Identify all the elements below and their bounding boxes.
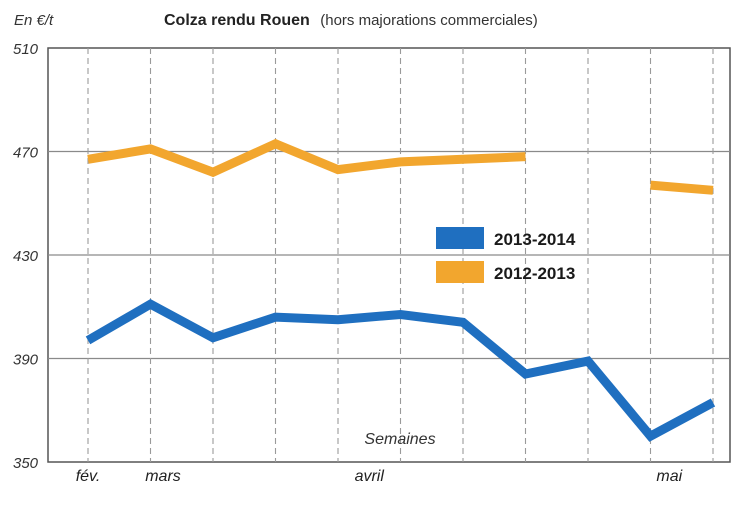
x-month-label: mars — [145, 468, 181, 485]
x-month-label: avril — [355, 468, 385, 485]
y-tick-label: 390 — [13, 352, 39, 369]
series-lines — [85, 138, 716, 442]
x-month-labels: fév. mars avril mai — [76, 468, 683, 485]
series-line-2013-2014 — [85, 299, 716, 442]
legend-label: 2013-2014 — [494, 230, 576, 249]
series-line-2012-2013 — [87, 138, 526, 178]
y-tick-label: 470 — [13, 145, 39, 162]
y-axis-label: En €/t — [14, 12, 54, 29]
x-axis-label: Semaines — [364, 431, 435, 448]
x-month-label: mai — [656, 468, 682, 485]
y-tick-label: 430 — [13, 248, 39, 265]
series-line-2012-2013 — [650, 180, 714, 195]
x-month-label: fév. — [76, 468, 101, 485]
legend-swatch — [436, 261, 484, 283]
legend: 2013-2014 2012-2013 — [436, 227, 576, 283]
y-tick-label: 510 — [13, 41, 39, 58]
chart-subtitle: (hors majorations commerciales) — [320, 12, 538, 29]
legend-label: 2012-2013 — [494, 264, 575, 283]
chart-title-main: Colza rendu Rouen — [164, 12, 310, 29]
y-tick-label: 350 — [13, 455, 39, 472]
chart-title: Colza rendu Rouen (hors majorations comm… — [164, 12, 538, 29]
legend-swatch — [436, 227, 484, 249]
y-tick-labels: 350 390 430 470 510 — [13, 41, 39, 472]
grid — [48, 48, 730, 462]
